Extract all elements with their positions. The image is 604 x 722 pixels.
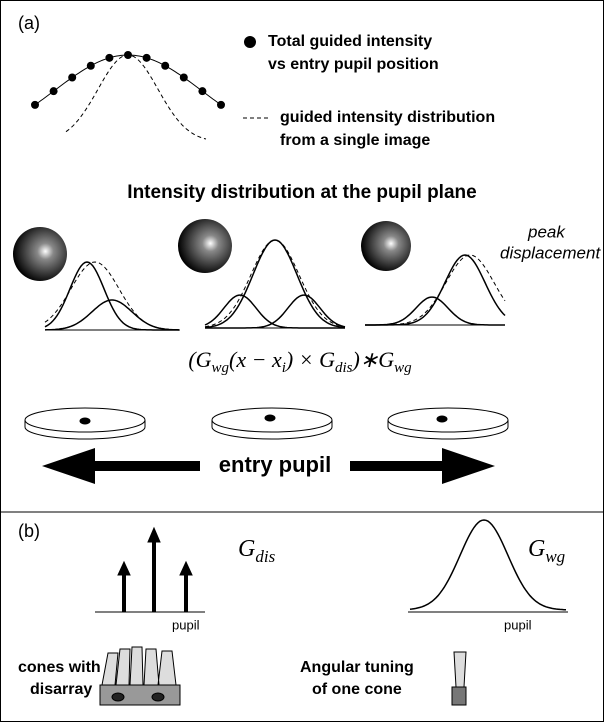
curve-dot [50,87,58,95]
cones [102,647,176,685]
formula: (Gwg(x − xi) × Gdis)∗Gwg [188,347,412,376]
annotation: displacement [500,243,601,262]
symbol: Gdis [238,536,276,566]
curve-dot [124,51,132,59]
legend-dot [244,36,256,48]
arrow-head [148,528,160,542]
pupil-image [178,219,232,273]
curve-dot [198,87,206,95]
section-title: Intensity distribution at the pupil plan… [127,182,476,203]
top-curves [31,51,225,139]
pupil-discs [25,408,508,439]
nucleus [112,693,124,701]
symbol-main: G [238,536,255,562]
component-curve [45,300,179,330]
disc [388,408,508,432]
total-curve [35,55,221,105]
tuning-curve [410,520,566,610]
curve-dot [143,54,151,62]
component-curve [45,262,179,330]
cone-array [100,647,180,705]
legend-text: Total guided intensity [268,33,432,50]
curve-dot [105,54,113,62]
legend-text: vs entry pupil position [268,56,439,73]
panel-label: (b) [18,521,40,541]
sum-curve [45,262,179,330]
formula-subscript: wg [394,360,412,376]
symbol: Gwg [528,536,565,566]
disc-hole [80,418,90,424]
curve-dot [161,62,169,70]
nucleus [152,693,164,701]
component-curve [205,295,345,328]
panel-label: (a) [18,13,40,33]
cone-base [452,687,466,705]
figure: (a) Total guided intensity vs entry pupi… [0,0,604,722]
pupil-image [13,227,67,281]
cone [454,652,466,687]
arrow-head [42,448,95,484]
arrow-head [442,448,495,484]
cone-base [100,685,180,705]
formula-subscript: wg [212,360,230,376]
arrow-head [180,562,192,575]
axis-label: entry pupil [219,452,331,477]
formula-part: ) × G [284,347,335,372]
pupil-image [361,221,411,271]
caption: disarray [30,681,92,698]
formula-part: (x − x [229,347,282,372]
legend-text: from a single image [280,132,430,149]
single-cone [452,652,466,705]
formula-part: (G [188,347,211,372]
formula-part: )∗G [351,347,395,372]
arrow-head [118,562,130,575]
caption: of one cone [312,681,402,698]
disc-hole [265,415,275,421]
formula-subscript: dis [335,360,353,376]
gaussian-plots [45,240,505,330]
curve-dot [68,73,76,81]
caption: cones with [18,659,101,676]
annotation: peak [527,222,566,241]
curve-dot [180,73,188,81]
symbol-sub: wg [545,547,565,566]
disarray-plot [95,528,205,612]
axis-label: pupil [504,617,532,632]
curve-dot [31,101,39,109]
axis-label: pupil [172,617,200,632]
symbol-sub: dis [255,547,275,566]
component-curve [205,295,345,328]
curve-dot [87,62,95,70]
disc-hole [437,416,447,422]
caption: Angular tuning [300,659,414,676]
symbol-main: G [528,536,545,562]
legend-text: guided intensity distribution [280,109,495,126]
curve-dot [217,101,225,109]
